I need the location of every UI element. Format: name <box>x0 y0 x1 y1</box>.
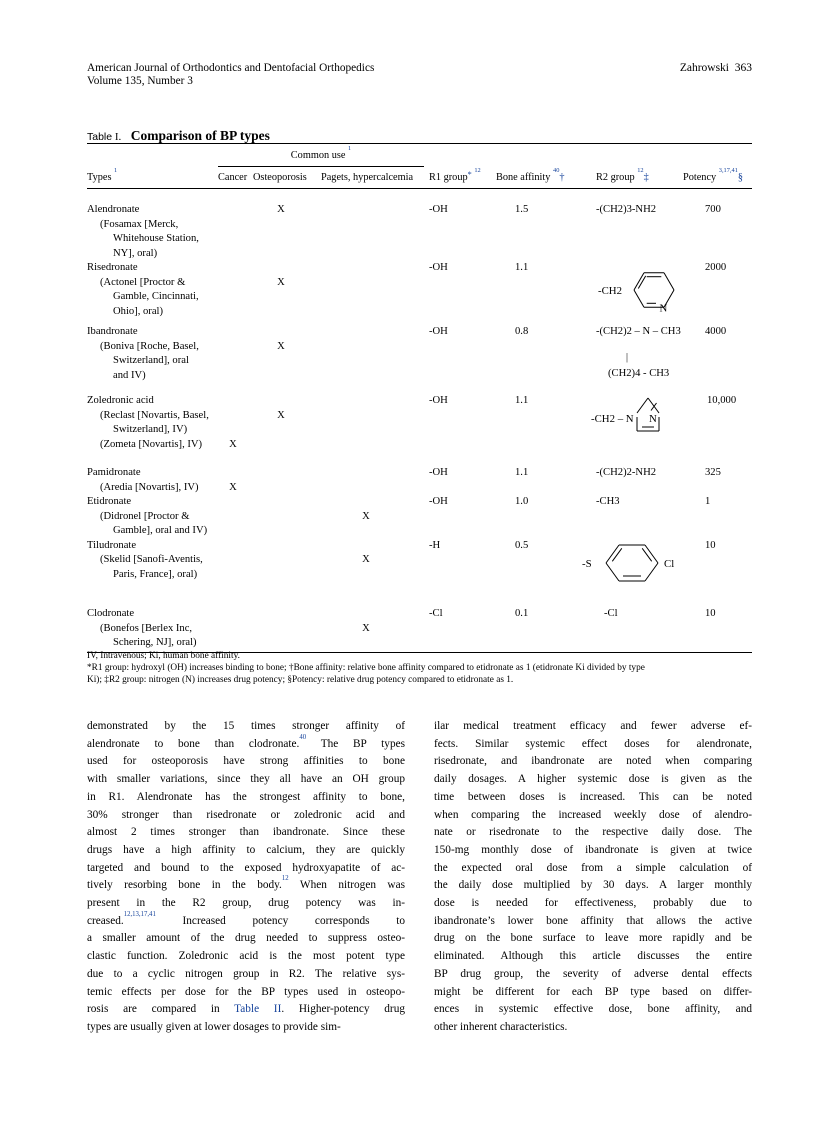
svg-text:N: N <box>649 413 657 425</box>
svg-text:N: N <box>660 302 668 313</box>
svg-text:Cl: Cl <box>664 558 674 570</box>
svg-text:-S: -S <box>582 558 592 570</box>
svg-text:-CH2 – N: -CH2 – N <box>591 413 634 425</box>
svg-text:-CH2: -CH2 <box>598 285 622 297</box>
